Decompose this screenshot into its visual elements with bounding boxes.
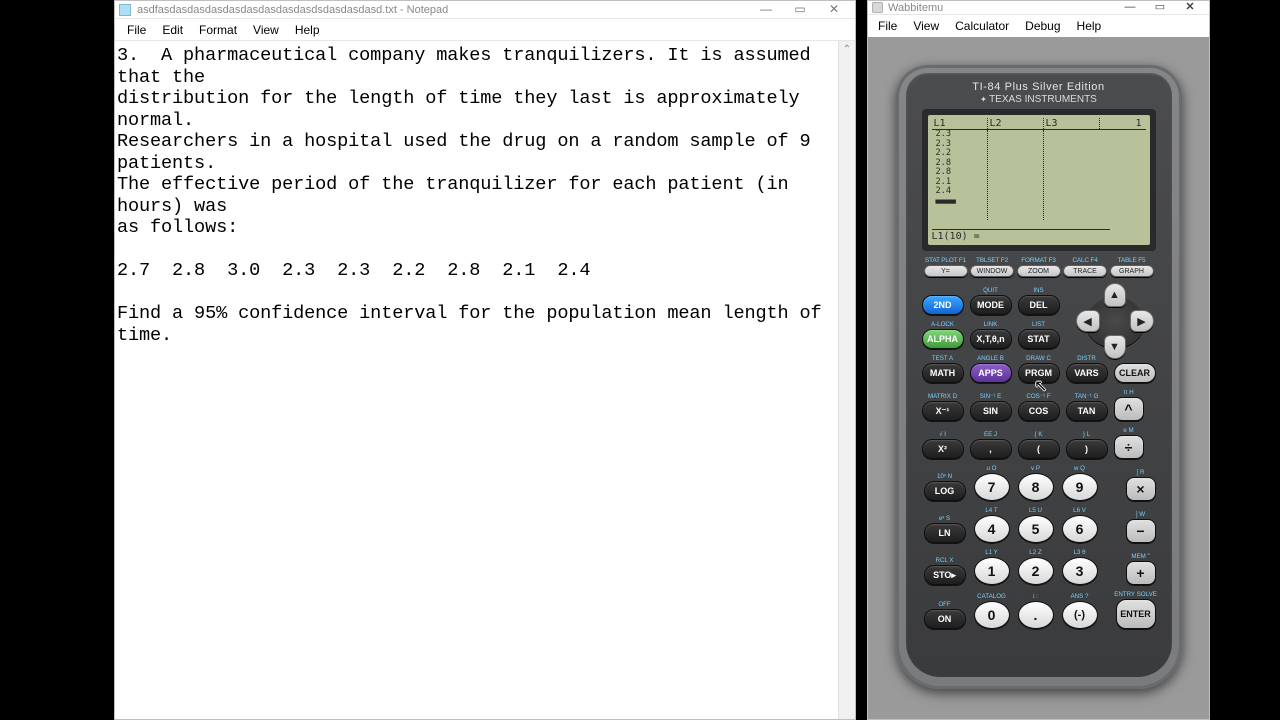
key-math[interactable]: MATH	[922, 363, 964, 383]
key-stat[interactable]: STAT	[1018, 329, 1060, 349]
key-alpha[interactable]: ALPHA	[922, 329, 964, 349]
menu-help[interactable]: Help	[287, 21, 328, 39]
key-minus[interactable]: −	[1126, 519, 1156, 543]
dpad: ▲ ▼ ◀ ▶	[1076, 283, 1154, 359]
key-prgm[interactable]: PRGM	[1018, 363, 1060, 383]
list-header-index: 1	[1100, 118, 1146, 129]
list-header-L3: L3	[1044, 118, 1100, 129]
key-neg[interactable]: (-)	[1062, 601, 1098, 629]
wabbitemu-titlebar[interactable]: Wabbitemu — ▭ ✕	[868, 1, 1209, 15]
menu-view[interactable]: View	[905, 17, 947, 35]
menu-edit[interactable]: Edit	[154, 21, 191, 39]
menu-calculator[interactable]: Calculator	[947, 17, 1017, 35]
dpad-down[interactable]: ▼	[1104, 335, 1126, 359]
key-caret[interactable]: ^	[1114, 397, 1144, 421]
notepad-body[interactable]: 3. A pharmaceutical company makes tranqu…	[115, 41, 855, 719]
ti84-calculator: TI-84 Plus Silver Edition TEXAS INSTRUME…	[896, 65, 1182, 689]
menu-format[interactable]: Format	[191, 21, 245, 39]
list-header-L2: L2	[988, 118, 1044, 129]
menu-view[interactable]: View	[245, 21, 287, 39]
menu-debug[interactable]: Debug	[1017, 17, 1068, 35]
key-xsq[interactable]: X²	[922, 439, 964, 459]
key-xt[interactable]: X,T,θ,n	[970, 329, 1012, 349]
key-rparen[interactable]: )	[1066, 439, 1108, 459]
notepad-text[interactable]: 3. A pharmaceutical company makes tranqu…	[117, 45, 853, 346]
key-5[interactable]: 5	[1018, 515, 1054, 543]
key-sin[interactable]: SIN	[970, 401, 1012, 421]
key-dot[interactable]: .	[1018, 601, 1054, 629]
key-enter[interactable]: ENTER	[1116, 599, 1156, 629]
wabbitemu-icon	[872, 2, 883, 13]
function-key-row: STAT PLOT F1Y= TBLSET F2WINDOW FORMAT F3…	[924, 257, 1154, 277]
key-9[interactable]: 9	[1062, 473, 1098, 501]
notepad-icon	[119, 4, 131, 16]
key-trace[interactable]: TRACE	[1063, 265, 1107, 277]
notepad-menubar: File Edit Format View Help	[115, 19, 855, 41]
key-divide[interactable]: ÷	[1114, 435, 1144, 459]
key-2nd[interactable]: 2ND	[922, 295, 964, 315]
wabbitemu-title: Wabbitemu	[888, 2, 1115, 14]
key-tan[interactable]: TAN	[1066, 401, 1108, 421]
key-cos[interactable]: COS	[1018, 401, 1060, 421]
key-apps[interactable]: APPS	[970, 363, 1012, 383]
key-6[interactable]: 6	[1062, 515, 1098, 543]
key-window[interactable]: WINDOW	[970, 265, 1014, 277]
key-mode[interactable]: MODE	[970, 295, 1012, 315]
key-del[interactable]: DEL	[1018, 295, 1060, 315]
key-on[interactable]: ON	[924, 609, 966, 629]
menu-file[interactable]: File	[119, 21, 154, 39]
notepad-titlebar[interactable]: asdfasdasdasdasdasdasdasdasdasdsdasdasda…	[115, 1, 855, 19]
key-zoom[interactable]: ZOOM	[1017, 265, 1061, 277]
key-4[interactable]: 4	[974, 515, 1010, 543]
key-sto[interactable]: STO▸	[924, 565, 966, 585]
notepad-window: asdfasdasdasdasdasdasdasdasdasdsdasdasda…	[114, 0, 856, 720]
key-2[interactable]: 2	[1018, 557, 1054, 585]
dpad-up[interactable]: ▲	[1104, 283, 1126, 307]
list-L3-values	[1044, 130, 1100, 220]
dpad-right[interactable]: ▶	[1130, 310, 1154, 332]
key-graph[interactable]: GRAPH	[1110, 265, 1154, 277]
calculator-screen: L1 L2 L3 1 2.3 2.3 2.2 2.8	[928, 115, 1150, 245]
key-lparen[interactable]: (	[1018, 439, 1060, 459]
menu-file[interactable]: File	[870, 17, 905, 35]
maximize-button[interactable]: ▭	[783, 2, 817, 18]
menu-help[interactable]: Help	[1069, 17, 1110, 35]
notepad-title: asdfasdasdasdasdasdasdasdasdasdsdasdasda…	[137, 4, 749, 16]
scroll-up-icon[interactable]: ⌃	[839, 41, 855, 58]
list-header-L1: L1	[932, 118, 988, 129]
list-L1-values: 2.3 2.3 2.2 2.8 2.8 2.1 2.4 ▄▄▄▄▄▄	[932, 130, 988, 220]
key-multiply[interactable]: ×	[1126, 477, 1156, 501]
key-y-equals[interactable]: Y=	[924, 265, 968, 277]
screen-bezel: L1 L2 L3 1 2.3 2.3 2.2 2.8	[922, 109, 1156, 251]
key-clear[interactable]: CLEAR	[1114, 363, 1156, 383]
key-xinv[interactable]: X⁻¹	[922, 401, 964, 421]
key-8[interactable]: 8	[1018, 473, 1054, 501]
wabbitemu-menubar: File View Calculator Debug Help	[868, 15, 1209, 37]
key-ln[interactable]: LN	[924, 523, 966, 543]
key-3[interactable]: 3	[1062, 557, 1098, 585]
close-button[interactable]: ✕	[1175, 2, 1205, 14]
key-0[interactable]: 0	[974, 601, 1010, 629]
key-comma[interactable]: ,	[970, 439, 1012, 459]
key-7[interactable]: 7	[974, 473, 1010, 501]
minimize-button[interactable]: —	[749, 2, 783, 18]
wabbitemu-window: Wabbitemu — ▭ ✕ File View Calculator Deb…	[867, 0, 1210, 720]
key-1[interactable]: 1	[974, 557, 1010, 585]
maximize-button[interactable]: ▭	[1145, 2, 1175, 14]
list-L2-values	[988, 130, 1044, 220]
dpad-left[interactable]: ◀	[1076, 310, 1100, 332]
close-button[interactable]: ✕	[817, 2, 851, 18]
emulator-viewport: TI-84 Plus Silver Edition TEXAS INSTRUME…	[868, 37, 1209, 719]
calculator-maker: TEXAS INSTRUMENTS	[914, 94, 1164, 105]
key-log[interactable]: LOG	[924, 481, 966, 501]
key-plus[interactable]: +	[1126, 561, 1156, 585]
calculator-brand: TI-84 Plus Silver Edition	[914, 81, 1164, 93]
key-vars[interactable]: VARS	[1066, 363, 1108, 383]
vertical-scrollbar[interactable]: ⌃	[838, 41, 855, 719]
screen-status-line: L1(10) =	[932, 229, 1110, 242]
minimize-button[interactable]: —	[1115, 2, 1145, 14]
